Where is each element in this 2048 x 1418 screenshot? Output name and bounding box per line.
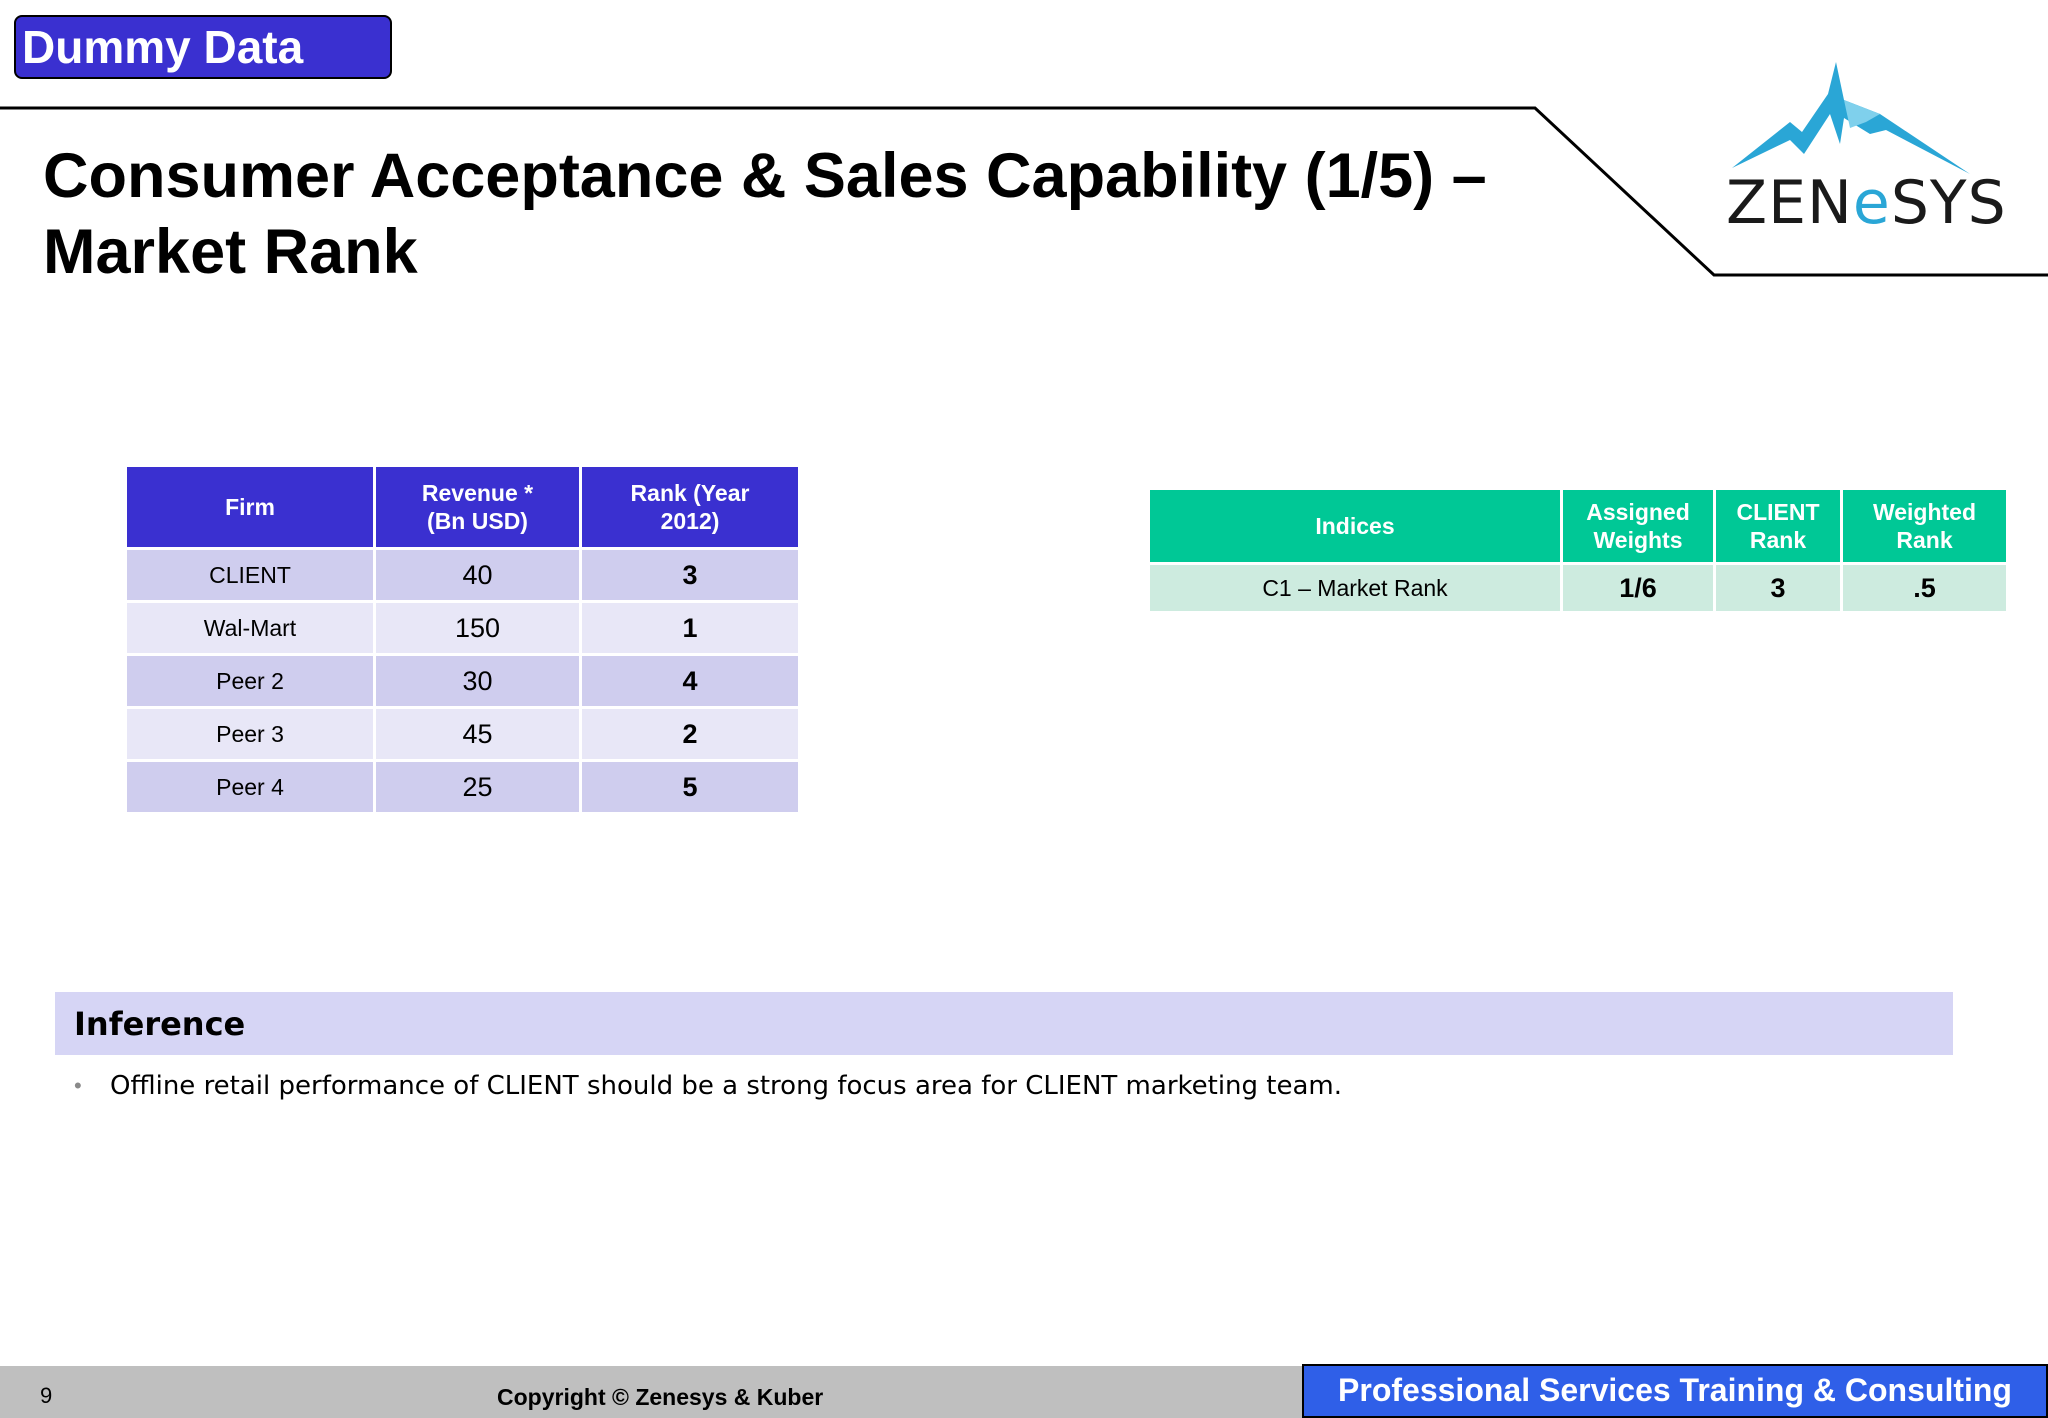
cell-revenue: 150 <box>376 603 579 653</box>
cell-weight: 1/6 <box>1563 565 1713 611</box>
zenesys-logo-text: ZENeSYS <box>1726 168 2007 238</box>
cell-rank: 3 <box>582 550 798 600</box>
page-title-line1: Consumer Acceptance & Sales Capability (… <box>43 141 1487 211</box>
logo-text-before: ZEN <box>1726 168 1853 238</box>
page-title: Consumer Acceptance & Sales Capability (… <box>43 138 1543 290</box>
header-firm: Firm <box>127 467 373 547</box>
cell-revenue: 40 <box>376 550 579 600</box>
firm-revenue-table: Firm Revenue * (Bn USD) Rank (Year 2012)… <box>124 464 801 815</box>
table-header-row: Indices Assigned Weights CLIENT Rank Wei… <box>1150 490 2006 562</box>
cell-rank: 4 <box>582 656 798 706</box>
header-weighted-rank-label: Weighted Rank <box>1872 499 1977 553</box>
cell-firm: Peer 4 <box>127 762 373 812</box>
table-row: Wal-Mart 150 1 <box>127 603 798 653</box>
header-revenue-label: Revenue * (Bn USD) <box>421 480 534 534</box>
cell-firm: Peer 2 <box>127 656 373 706</box>
header-weighted-rank: Weighted Rank <box>1843 490 2006 562</box>
table-row: C1 – Market Rank 1/6 3 .5 <box>1150 565 2006 611</box>
inference-bullet-text: Offline retail performance of CLIENT sho… <box>110 1071 1343 1101</box>
header-revenue: Revenue * (Bn USD) <box>376 467 579 547</box>
header-divider <box>0 106 2048 277</box>
table-row: Peer 4 25 5 <box>127 762 798 812</box>
header-rank-label: Rank (Year 2012) <box>630 480 750 534</box>
cell-index: C1 – Market Rank <box>1150 565 1560 611</box>
table-header-row: Firm Revenue * (Bn USD) Rank (Year 2012) <box>127 467 798 547</box>
header-assigned-weights-label: Assigned Weights <box>1586 499 1690 553</box>
cell-firm: CLIENT <box>127 550 373 600</box>
cell-rank: 2 <box>582 709 798 759</box>
cell-revenue: 30 <box>376 656 579 706</box>
tagline-banner: Professional Services Training & Consult… <box>1302 1364 2048 1418</box>
copyright-text: Copyright © Zenesys & Kuber <box>497 1384 824 1410</box>
logo-text-accent: e <box>1852 168 1891 238</box>
table-row: CLIENT 40 3 <box>127 550 798 600</box>
dummy-data-badge: Dummy Data <box>14 15 392 79</box>
logo-text-after: SYS <box>1890 168 2007 238</box>
header-indices: Indices <box>1150 490 1560 562</box>
cell-rank: 5 <box>582 762 798 812</box>
cell-weighted-rank: .5 <box>1843 565 2006 611</box>
table-row: Peer 2 30 4 <box>127 656 798 706</box>
cell-revenue: 45 <box>376 709 579 759</box>
cell-revenue: 25 <box>376 762 579 812</box>
header-assigned-weights: Assigned Weights <box>1563 490 1713 562</box>
page-number: 9 <box>40 1383 53 1408</box>
table-row: Peer 3 45 2 <box>127 709 798 759</box>
header-client-rank: CLIENT Rank <box>1716 490 1840 562</box>
cell-client-rank: 3 <box>1716 565 1840 611</box>
page-title-line2: Market Rank <box>43 217 418 287</box>
header-client-rank-label: CLIENT Rank <box>1736 499 1820 553</box>
indices-weights-table: Indices Assigned Weights CLIENT Rank Wei… <box>1147 487 2009 614</box>
header-rank: Rank (Year 2012) <box>582 467 798 547</box>
cell-firm: Wal-Mart <box>127 603 373 653</box>
bullet-icon: • <box>74 1073 82 1098</box>
mountain-icon <box>1732 62 1970 174</box>
cell-firm: Peer 3 <box>127 709 373 759</box>
inference-title: Inference <box>74 1005 246 1043</box>
inference-header-bar <box>55 992 1953 1055</box>
cell-rank: 1 <box>582 603 798 653</box>
